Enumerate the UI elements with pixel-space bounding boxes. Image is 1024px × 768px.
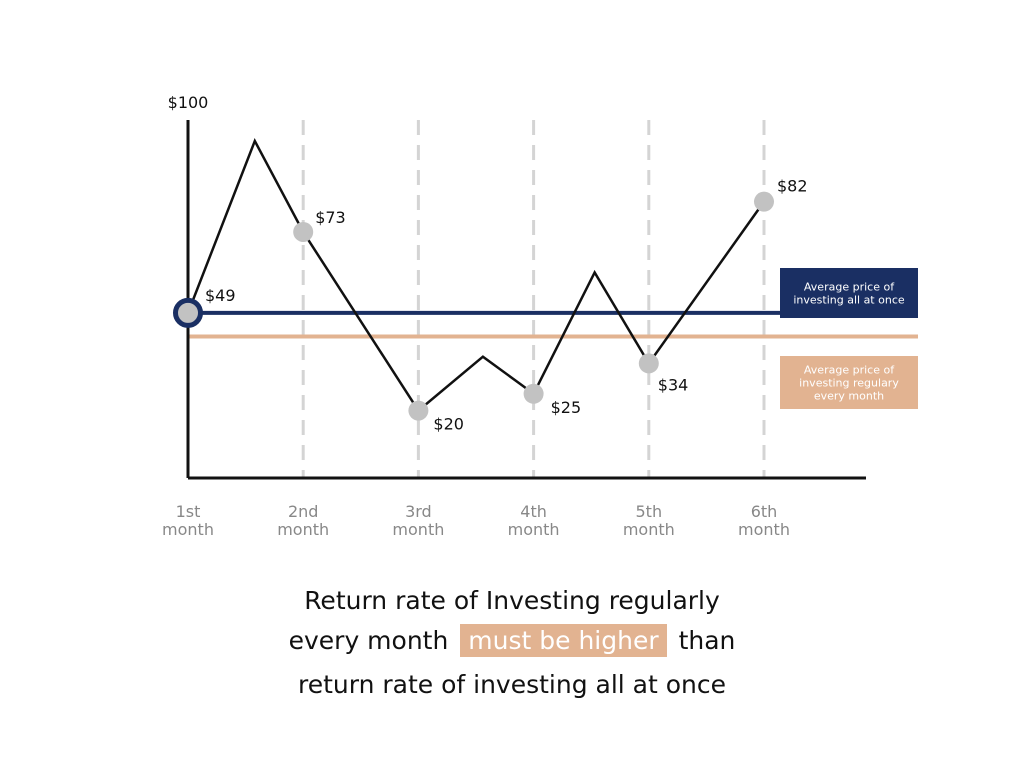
price-line bbox=[186, 138, 766, 413]
data-label: $82 bbox=[777, 177, 808, 196]
x-tick-label: month bbox=[738, 520, 790, 539]
price-path bbox=[186, 138, 766, 413]
y-max-label: $100 bbox=[168, 93, 209, 112]
caption-line-2: every month must be higher than bbox=[0, 624, 1024, 657]
x-tick-labels: 1stmonth2ndmonth3rdmonth4thmonth5thmonth… bbox=[162, 502, 790, 539]
x-tick-label: month bbox=[508, 520, 560, 539]
x-tick-label: month bbox=[162, 520, 214, 539]
data-label: $20 bbox=[433, 415, 464, 434]
line-chart: $100 $49$73$20$25$34$82 1stmonth2ndmonth… bbox=[162, 93, 918, 539]
data-points bbox=[173, 191, 774, 421]
data-point bbox=[293, 221, 314, 242]
x-tick-label: 4th bbox=[520, 502, 547, 521]
x-tick-label: 5th bbox=[636, 502, 663, 521]
caption-line-3: return rate of investing all at once bbox=[297, 670, 727, 699]
legend-label: Average price of bbox=[804, 281, 895, 294]
x-tick-label: 1st bbox=[176, 502, 201, 521]
data-point bbox=[408, 400, 429, 421]
x-tick-label: month bbox=[277, 520, 329, 539]
gridlines bbox=[301, 120, 766, 478]
caption-line-1: Return rate of Investing regularly bbox=[304, 586, 720, 615]
caption-text: than bbox=[678, 626, 736, 655]
caption-text: every month bbox=[288, 626, 449, 655]
data-label: $49 bbox=[205, 286, 236, 305]
x-tick-label: 6th bbox=[751, 502, 778, 521]
data-point bbox=[638, 353, 659, 374]
axes: $100 bbox=[168, 93, 866, 480]
data-label: $73 bbox=[315, 208, 346, 227]
x-tick-label: 2nd bbox=[288, 502, 318, 521]
x-tick-label: 3rd bbox=[405, 502, 432, 521]
legend-label: investing all at once bbox=[793, 294, 905, 307]
x-tick-label: month bbox=[623, 520, 675, 539]
highlight-badge: must be higher bbox=[460, 624, 667, 657]
data-point bbox=[754, 191, 774, 212]
legend-label: every month bbox=[814, 390, 884, 403]
legend-label: investing regulary bbox=[799, 377, 899, 390]
data-point bbox=[523, 383, 544, 404]
data-point bbox=[173, 297, 203, 328]
data-label: $25 bbox=[551, 398, 582, 417]
x-tick-label: month bbox=[392, 520, 444, 539]
legend-label: Average price of bbox=[804, 364, 895, 377]
legend-box-regularly bbox=[780, 356, 918, 409]
value-labels: $49 $73 $20 $25 $34 $82 bbox=[205, 177, 808, 434]
legend-box-all_at_once bbox=[780, 268, 918, 318]
data-label: $34 bbox=[658, 375, 689, 394]
